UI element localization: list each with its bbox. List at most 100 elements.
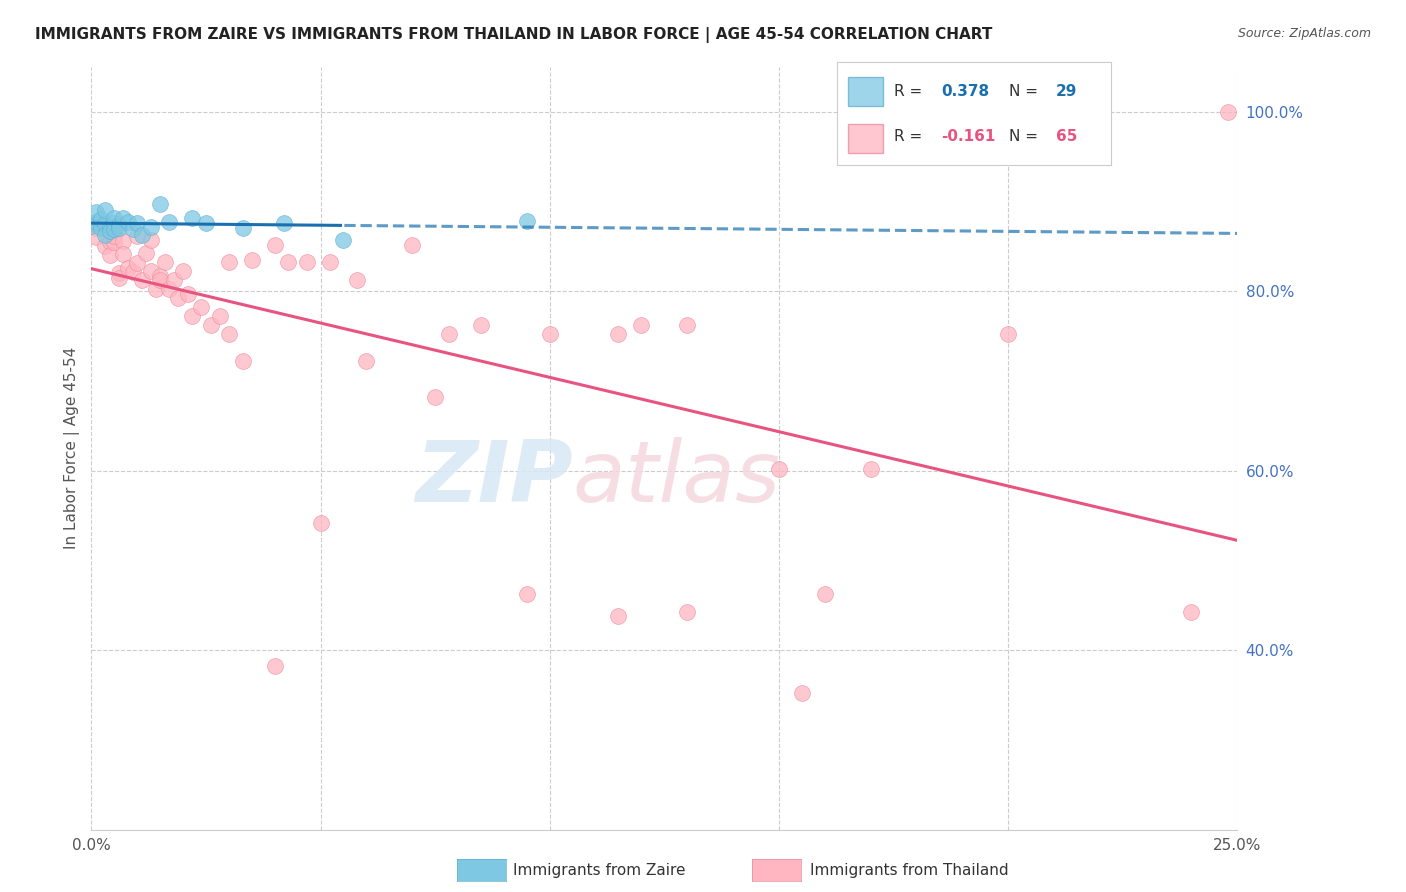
Point	[98, 248, 121, 262]
Point	[176, 286, 198, 301]
Point	[90, 221, 112, 235]
Point	[263, 659, 285, 673]
Point	[516, 587, 538, 601]
Point	[90, 217, 112, 231]
Point	[108, 266, 131, 280]
Point	[145, 282, 167, 296]
Point	[181, 310, 204, 324]
Point	[346, 273, 368, 287]
Point	[167, 292, 190, 306]
Point	[84, 230, 107, 244]
Point	[157, 282, 180, 296]
Point	[218, 254, 240, 268]
Point	[103, 228, 125, 243]
Point	[103, 235, 125, 249]
Text: Immigrants from Thailand: Immigrants from Thailand	[810, 863, 1008, 878]
Text: 29: 29	[1056, 84, 1077, 99]
Point	[295, 255, 318, 269]
Point	[131, 273, 153, 287]
Point	[309, 516, 332, 530]
Point	[103, 211, 125, 225]
Text: Immigrants from Zaire: Immigrants from Zaire	[513, 863, 686, 878]
Text: IMMIGRANTS FROM ZAIRE VS IMMIGRANTS FROM THAILAND IN LABOR FORCE | AGE 45-54 COR: IMMIGRANTS FROM ZAIRE VS IMMIGRANTS FROM…	[35, 27, 993, 43]
Point	[117, 215, 139, 229]
Point	[163, 273, 186, 287]
Point	[127, 256, 149, 270]
Point	[273, 216, 295, 230]
Point	[127, 228, 149, 243]
Point	[240, 252, 263, 267]
Point	[607, 327, 630, 342]
Point	[139, 219, 162, 234]
Point	[127, 216, 149, 230]
Point	[94, 239, 117, 253]
Point	[84, 205, 107, 219]
Point	[139, 264, 162, 278]
Point	[139, 233, 162, 247]
Point	[423, 390, 446, 404]
Point	[94, 227, 117, 242]
Point	[108, 270, 131, 285]
Point	[208, 310, 231, 324]
Point	[135, 245, 157, 260]
Point	[84, 215, 107, 229]
Point	[768, 462, 790, 476]
Point	[108, 218, 131, 232]
Point	[153, 255, 176, 269]
Point	[149, 273, 172, 287]
Point	[859, 462, 882, 476]
Point	[121, 222, 143, 236]
Text: N =: N =	[1010, 84, 1043, 99]
Point	[277, 255, 299, 269]
Point	[437, 327, 460, 342]
Point	[181, 211, 204, 225]
Text: R =: R =	[894, 84, 928, 99]
Point	[112, 247, 135, 261]
Point	[117, 260, 139, 275]
Point	[84, 221, 107, 235]
Point	[121, 265, 143, 279]
Point	[516, 214, 538, 228]
Point	[356, 354, 378, 368]
Point	[218, 327, 240, 342]
Point	[90, 211, 112, 226]
Text: 0.378: 0.378	[941, 84, 988, 99]
Point	[80, 217, 103, 231]
Point	[232, 220, 254, 235]
Point	[790, 686, 813, 700]
FancyBboxPatch shape	[848, 77, 883, 105]
Point	[80, 219, 103, 233]
Point	[112, 234, 135, 248]
Point	[401, 237, 423, 252]
Point	[172, 264, 194, 278]
Point	[1180, 606, 1202, 620]
Point	[108, 220, 131, 235]
Point	[814, 587, 837, 601]
Text: -0.161: -0.161	[941, 128, 995, 144]
Point	[149, 268, 172, 283]
Point	[98, 235, 121, 249]
Point	[94, 217, 117, 231]
Point	[190, 301, 212, 315]
Text: atlas: atlas	[572, 437, 780, 520]
Point	[200, 318, 222, 333]
Point	[94, 203, 117, 218]
Point	[607, 609, 630, 624]
Point	[676, 606, 699, 620]
Y-axis label: In Labor Force | Age 45-54: In Labor Force | Age 45-54	[65, 347, 80, 549]
Point	[98, 224, 121, 238]
FancyBboxPatch shape	[848, 124, 883, 153]
Point	[112, 211, 135, 225]
Point	[332, 233, 354, 247]
Point	[149, 197, 172, 211]
Point	[157, 215, 180, 229]
Text: N =: N =	[1010, 128, 1043, 144]
Point	[103, 222, 125, 236]
Point	[997, 327, 1019, 342]
Point	[676, 318, 699, 333]
Text: ZIP: ZIP	[415, 437, 572, 520]
Point	[319, 255, 342, 269]
Point	[630, 318, 652, 333]
Point	[232, 354, 254, 368]
Point	[103, 220, 125, 235]
